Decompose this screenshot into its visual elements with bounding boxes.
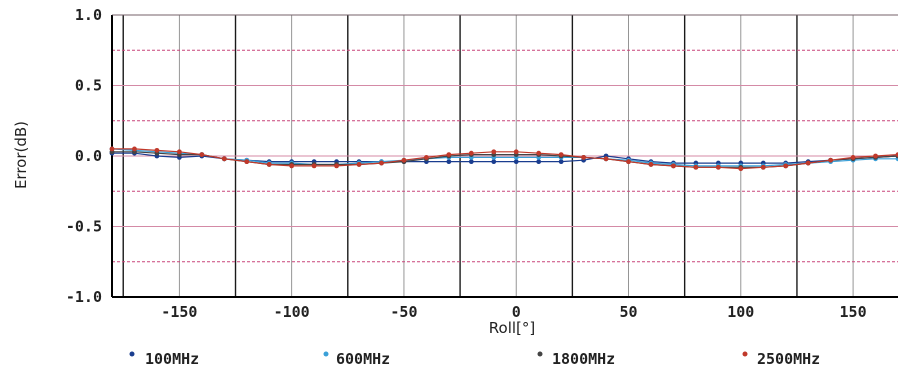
series-2500mhz [109,146,898,172]
data-point-2500mhz [693,164,699,170]
data-point-2500mhz [199,152,205,157]
data-point-2500mhz [379,160,384,166]
data-point-2500mhz [895,152,898,157]
data-point-2500mhz [176,149,182,155]
data-point-2500mhz [132,146,137,152]
series-line-2500mhz [112,148,898,170]
x-tick-label: 150 [840,303,867,321]
data-point-2500mhz [603,156,609,162]
legend-item-600mhz: 600MHz [323,350,390,368]
series-line-600mhz [111,148,898,167]
x-tick-label: -150 [161,303,197,321]
data-point-2500mhz [626,159,631,165]
data-point-100mhz [446,159,452,165]
axes [111,14,898,298]
legend-marker-100mhz [129,351,135,357]
legend-marker-2500mhz [742,351,748,357]
data-point-2500mhz [581,155,586,160]
y-tick-label: 0.0 [75,147,102,165]
x-tick-label: -100 [274,303,310,321]
data-point-2500mhz [289,163,295,169]
legend: 100MHz 600MHz 1800MHz 2500MHz [129,350,820,368]
y-tick-label: 0.5 [75,77,102,95]
legend-label-600mhz: 600MHz [336,350,390,368]
data-point-2500mhz [266,162,272,167]
data-point-2500mhz [805,160,811,166]
data-point-2500mhz [356,162,362,167]
data-point-2500mhz [715,164,721,170]
data-point-2500mhz [760,164,766,170]
data-point-100mhz [536,159,542,165]
data-point-100mhz [491,159,497,165]
data-point-2500mhz [536,150,542,156]
data-point-2500mhz [783,163,789,169]
legend-label-2500mhz: 2500MHz [757,350,820,368]
data-point-2500mhz [873,153,878,159]
series-lines [109,146,898,172]
x-axis-title: Roll[°] [489,319,535,337]
data-point-2500mhz [401,157,407,163]
data-point-100mhz [513,159,519,165]
y-tick-label: 1.0 [75,6,102,24]
data-point-2500mhz [424,155,429,160]
data-point-2500mhz [850,155,856,160]
data-point-2500mhz [738,166,744,172]
data-point-2500mhz [558,152,564,157]
legend-item-1800mhz: 1800MHz [537,350,615,368]
legend-marker-600mhz [323,351,329,357]
tick-labels: -150 -100 -50 0 50 100 150 1.0 0.5 0.0 -0.5 -1.0 [66,6,867,321]
x-tick-label: -50 [390,303,417,321]
legend-label-100mhz: 100MHz [145,350,199,368]
data-point-2500mhz [109,146,115,152]
legend-label-1800mhz: 1800MHz [552,350,615,368]
x-tick-label: 100 [727,303,754,321]
data-point-2500mhz [221,156,227,162]
data-point-2500mhz [828,157,834,163]
data-point-2500mhz [513,149,519,155]
data-point-100mhz [468,159,474,165]
data-point-2500mhz [671,163,676,169]
data-point-100mhz [558,159,564,165]
data-point-2500mhz [311,163,317,169]
data-point-2500mhz [154,147,160,153]
data-point-2500mhz [446,152,452,157]
data-point-2500mhz [468,150,474,156]
y-tick-label: -1.0 [66,288,102,306]
x-tick-label: 0 [512,303,521,321]
data-point-2500mhz [648,162,654,167]
data-point-2500mhz [244,159,250,165]
y-axis-title: Error(dB) [12,121,30,189]
data-point-2500mhz [491,149,497,155]
y-tick-label: -0.5 [66,218,102,236]
legend-item-100mhz: 100MHz [129,350,199,368]
x-tick-label: 50 [619,303,637,321]
legend-marker-1800mhz [537,351,543,357]
data-point-2500mhz [334,163,339,169]
legend-item-2500mhz: 2500MHz [742,350,820,368]
